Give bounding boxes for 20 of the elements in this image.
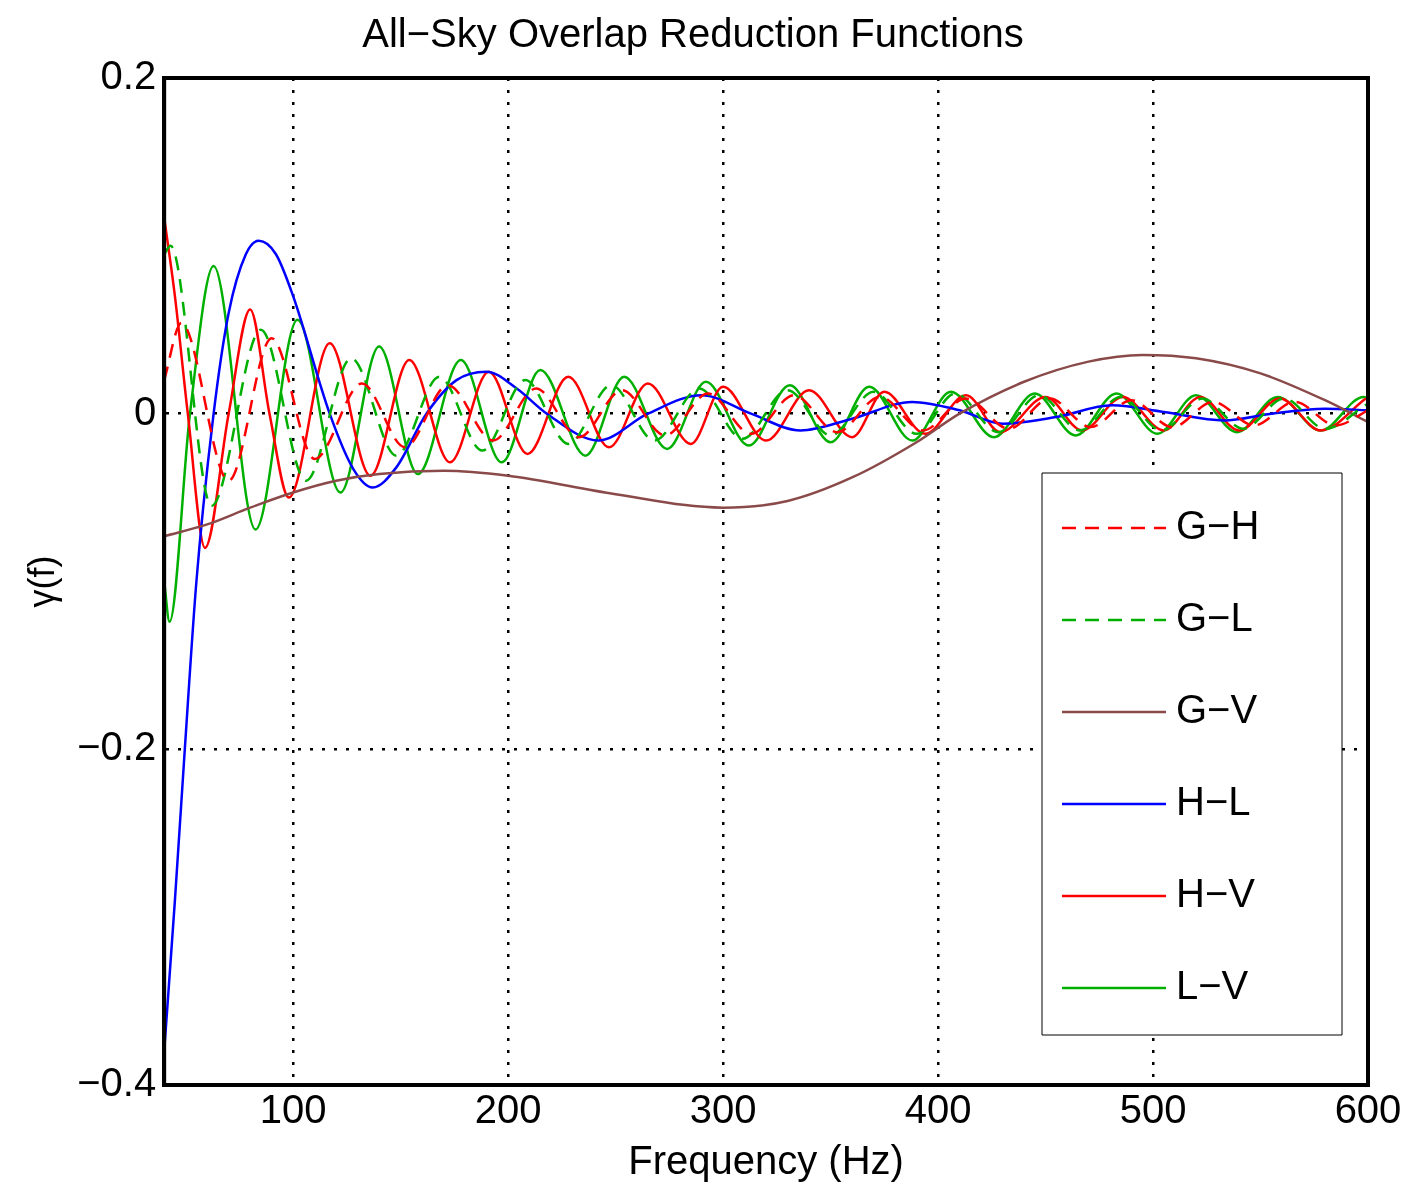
chart-title: All−Sky Overlap Reduction Functions [362, 11, 1024, 56]
legend-label: L−V [1176, 963, 1249, 1008]
x-tick-label: 600 [1334, 1087, 1402, 1132]
legend-label: G−H [1176, 503, 1260, 548]
legend-label: H−V [1176, 871, 1256, 916]
legend-label: G−V [1176, 687, 1258, 732]
x-tick-label: 500 [1119, 1087, 1187, 1132]
x-tick-label: 200 [474, 1087, 542, 1132]
x-axis-title: Frequency (Hz) [628, 1138, 904, 1183]
x-tick-label: 300 [689, 1087, 757, 1132]
y-tick-label: 0.2 [100, 53, 157, 98]
y-tick-label: 0 [133, 388, 157, 433]
line-series [164, 353, 1368, 538]
legend-label: H−L [1176, 779, 1251, 824]
legend-label: G−L [1176, 595, 1253, 640]
x-tick-label: 400 [904, 1087, 972, 1132]
y-axis-title: γ(f) [20, 555, 62, 608]
y-tick-label: −0.2 [77, 724, 157, 769]
x-tick-label: 100 [259, 1087, 327, 1132]
y-tick-label: −0.4 [77, 1060, 157, 1105]
